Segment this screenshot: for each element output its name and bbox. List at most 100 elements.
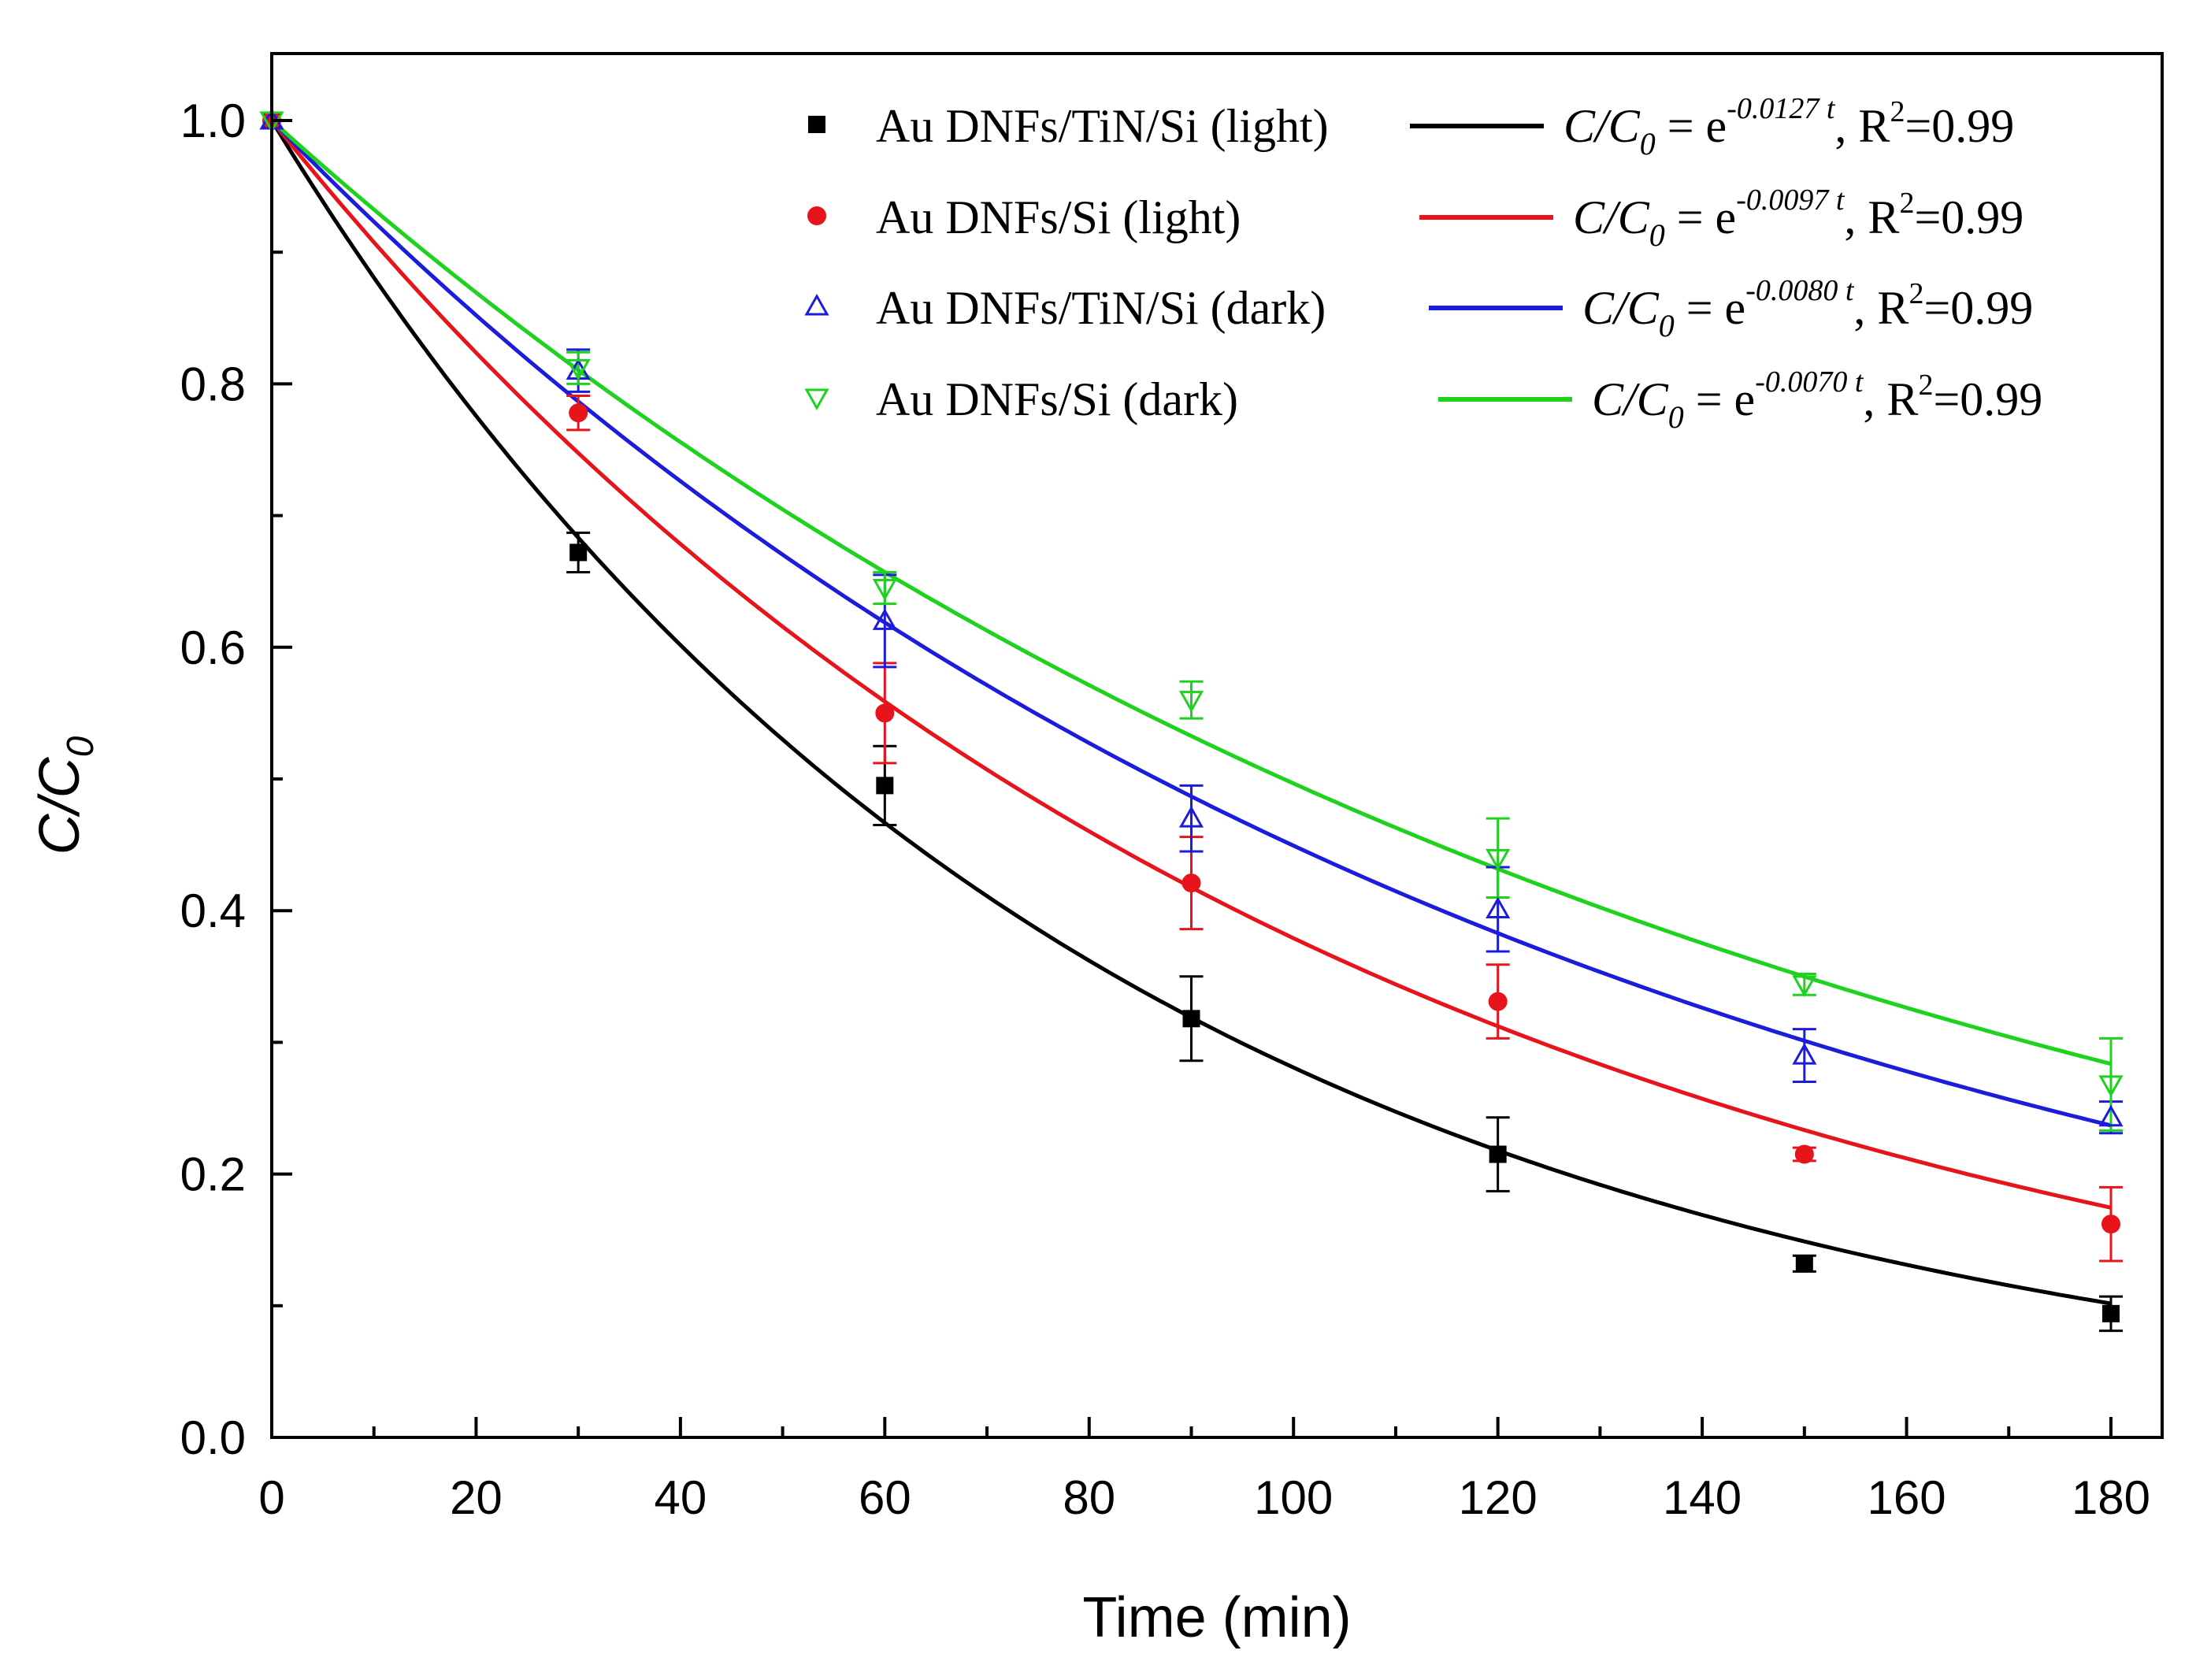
data-point [875, 703, 895, 723]
fit-eq-lhs: C/C [1592, 373, 1669, 425]
fit-eq-r-value: =0.99 [1933, 373, 2042, 425]
data-point [1181, 873, 1201, 893]
fit-eq-lhs-subscript: 0 [1649, 217, 1665, 253]
y-axis-title-subscript: 0 [60, 736, 102, 757]
y-tick-label: 0.0 [180, 1411, 246, 1464]
data-points [259, 107, 2124, 1322]
axis-tick-labels: 0 20 40 60 80 100 120 140 160 1800.00.20.40.60.81… [180, 95, 2150, 1524]
fit-curve-2 [270, 119, 2112, 1128]
fit-equation: C/C0 = e-0.0097 t, R2=0.99 [1573, 184, 2024, 253]
data-point [1486, 848, 1511, 871]
error-bar [1486, 817, 1510, 899]
data-point [2101, 1215, 2120, 1234]
fit-eq-exponent: -0.0070 t [1755, 365, 1864, 399]
y-tick-label: 0.4 [180, 885, 246, 937]
data-point [2098, 1104, 2124, 1127]
data-point [1488, 992, 1508, 1011]
x-tick-label: 40 [655, 1471, 707, 1524]
data-point [566, 358, 591, 381]
data-point [2102, 1304, 2120, 1322]
fit-eq-lhs: C/C [1564, 100, 1641, 152]
data-point [1792, 975, 1817, 997]
fit-equation: C/C0 = e-0.0070 t, R2=0.99 [1592, 365, 2042, 435]
fit-eq-base: = e [1656, 100, 1727, 152]
legend-marker [804, 293, 829, 316]
fit-eq-r: , R [1863, 373, 1918, 425]
legend-marker [808, 116, 825, 133]
fit-equation: C/C0 = e-0.0127 t, R2=0.99 [1564, 92, 2014, 161]
error-bar [2099, 1037, 2123, 1132]
x-tick-label: 140 [1663, 1471, 1742, 1524]
fit-eq-base: = e [1675, 282, 1745, 334]
data-point [569, 403, 588, 423]
data-point [1792, 1043, 1817, 1065]
legend-entry: Au DNFs/Si (light) C/C0 = e-0.0097 t, R2=… [807, 184, 2024, 253]
fit-eq-r-value: =0.99 [1905, 100, 2014, 152]
fit-eq-r: , R [1834, 100, 1890, 152]
y-tick-label: 0.6 [180, 621, 246, 674]
fit-eq-lhs: C/C [1582, 282, 1660, 334]
fit-eq-lhs-subscript: 0 [1668, 399, 1684, 435]
x-tick-label: 120 [1459, 1471, 1538, 1524]
fit-eq-lhs-subscript: 0 [1640, 126, 1656, 161]
x-tick-label: 20 [450, 1471, 503, 1524]
data-point [1486, 896, 1511, 919]
fit-eq-r-superscript: 2 [1918, 369, 1933, 402]
legend-entry: Au DNFs/TiN/Si (light) C/C0 = e-0.0127 t,… [808, 92, 2014, 161]
x-tick-label: 0 [258, 1471, 284, 1524]
data-point [1489, 1145, 1507, 1163]
legend-marker [804, 388, 829, 411]
fit-eq-lhs-subscript: 0 [1659, 308, 1675, 343]
legend-entry: Au DNFs/Si (dark) C/C0 = e-0.0070 t, R2=0… [804, 365, 2042, 435]
data-point [872, 608, 897, 630]
fit-eq-base: = e [1665, 191, 1736, 243]
data-point [872, 579, 897, 601]
data-point [569, 543, 588, 562]
y-tick-label: 1.0 [180, 95, 246, 147]
x-tick-label: 80 [1063, 1471, 1115, 1524]
legend-label: Au DNFs/Si (light) [876, 191, 1241, 243]
x-axis-title: Time (min) [1082, 1586, 1351, 1649]
data-point [876, 777, 894, 795]
fit-eq-exponent: -0.0127 t [1727, 92, 1836, 125]
axis-ticks [270, 119, 2113, 1439]
data-point [1182, 1010, 1200, 1028]
fit-eq-r-superscript: 2 [1899, 187, 1914, 220]
fit-eq-exponent: -0.0080 t [1745, 274, 1855, 307]
fit-equation: C/C0 = e-0.0080 t, R2=0.99 [1582, 274, 2033, 343]
data-point [1178, 806, 1204, 828]
data-point [1794, 1144, 1814, 1164]
x-tick-label: 60 [859, 1471, 911, 1524]
y-tick-label: 0.8 [180, 358, 246, 410]
legend-label: Au DNFs/TiN/Si (dark) [876, 282, 1326, 334]
legend-marker [807, 206, 826, 225]
x-tick-label: 160 [1868, 1471, 1946, 1524]
x-tick-label: 100 [1254, 1471, 1333, 1524]
fit-eq-r-superscript: 2 [1909, 277, 1923, 310]
legend-label: Au DNFs/TiN/Si (light) [876, 100, 1329, 152]
fit-eq-exponent: -0.0097 t [1736, 184, 1845, 217]
fit-eq-r-value: =0.99 [1923, 282, 2033, 334]
data-point [1795, 1255, 1813, 1273]
fit-eq-r: , R [1853, 282, 1909, 334]
fit-eq-base: = e [1684, 373, 1755, 425]
legend-entry: Au DNFs/TiN/Si (dark) C/C0 = e-0.0080 t, … [804, 274, 2033, 343]
data-point [1178, 691, 1204, 713]
error-bar [1179, 784, 1204, 853]
x-tick-label: 180 [2072, 1471, 2150, 1524]
y-axis-title-main: C/C [28, 756, 91, 855]
fit-eq-lhs: C/C [1573, 191, 1650, 243]
legend-label: Au DNFs/Si (dark) [876, 373, 1238, 425]
y-axis-title: C/C0 [28, 736, 102, 855]
error-bar [1179, 680, 1204, 720]
fit-eq-r-value: =0.99 [1914, 191, 2024, 243]
fit-eq-r: , R [1844, 191, 1899, 243]
legend: Au DNFs/TiN/Si (light) C/C0 = e-0.0127 t,… [804, 92, 2042, 435]
error-bar [1792, 1028, 1816, 1084]
y-tick-label: 0.2 [180, 1148, 246, 1201]
fit-eq-r-superscript: 2 [1890, 95, 1905, 128]
data-point [2098, 1075, 2124, 1097]
error-bars [566, 348, 2123, 1333]
plot-frame [270, 52, 2164, 1439]
